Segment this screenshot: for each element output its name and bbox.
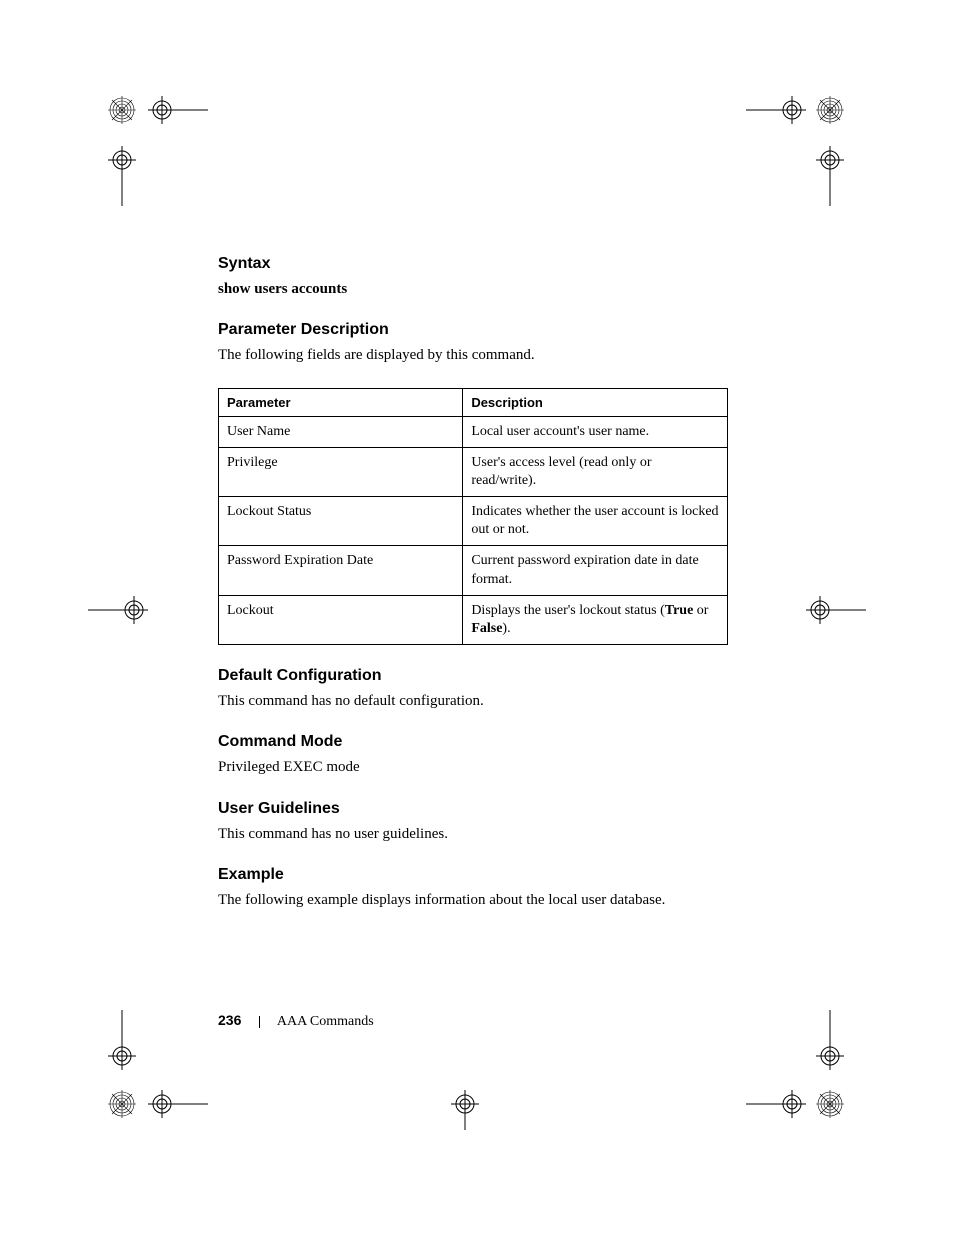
regmark-top-right-cross2 [816,146,844,206]
default-configuration-heading: Default Configuration [218,667,728,685]
parameter-description-body: The following fields are displayed by th… [218,345,728,365]
regmark-bot-left-cross [148,1090,208,1118]
regmark-bot-right-rosette [816,1090,844,1118]
regmark-mid-right-cross [806,596,866,624]
regmark-mid-left-cross [88,596,148,624]
page-footer: 236 AAA Commands [218,1012,374,1030]
table-header-parameter: Parameter [219,388,463,416]
table-row: Lockout StatusIndicates whether the user… [219,497,728,546]
table-header-description: Description [463,388,728,416]
syntax-body: show users accounts [218,279,728,299]
footer-separator [259,1016,260,1028]
table-cell-description: Current password expiration date in date… [463,546,728,595]
example-heading: Example [218,866,728,884]
user-guidelines-heading: User Guidelines [218,800,728,818]
table-cell-description: Displays the user's lockout status (True… [463,595,728,644]
page-number: 236 [218,1012,241,1028]
regmark-top-left-rosette [108,96,136,124]
table-body: User NameLocal user account's user name.… [219,416,728,645]
table-row: User NameLocal user account's user name. [219,416,728,447]
table-cell-parameter: Password Expiration Date [219,546,463,595]
table-header-row: Parameter Description [219,388,728,416]
regmark-bot-center-cross [451,1090,479,1130]
table-cell-description: Indicates whether the user account is lo… [463,497,728,546]
table-cell-parameter: Lockout Status [219,497,463,546]
regmark-bot-left-rosette [108,1090,136,1118]
table-cell-parameter: User Name [219,416,463,447]
table-cell-parameter: Privilege [219,447,463,496]
footer-section-title: AAA Commands [277,1014,374,1029]
regmark-bot-right-cross2 [816,1010,844,1070]
table-row: PrivilegeUser's access level (read only … [219,447,728,496]
table-row: Password Expiration DateCurrent password… [219,546,728,595]
page-content: Syntax show users accounts Parameter Des… [218,255,728,932]
parameter-table: Parameter Description User NameLocal use… [218,388,728,646]
regmark-top-left-cross2 [108,146,136,206]
regmark-bot-left-cross2 [108,1010,136,1070]
user-guidelines-body: This command has no user guidelines. [218,824,728,844]
command-mode-body: Privileged EXEC mode [218,757,728,777]
table-cell-description: User's access level (read only or read/w… [463,447,728,496]
table-cell-description: Local user account's user name. [463,416,728,447]
regmark-top-left-cross [148,96,208,124]
syntax-heading: Syntax [218,255,728,273]
parameter-description-heading: Parameter Description [218,321,728,339]
table-cell-parameter: Lockout [219,595,463,644]
regmark-top-right-cross [746,96,806,124]
regmark-top-right-rosette [816,96,844,124]
default-configuration-body: This command has no default configuratio… [218,691,728,711]
regmark-bot-right-cross [746,1090,806,1118]
example-body: The following example displays informati… [218,890,728,910]
command-mode-heading: Command Mode [218,733,728,751]
table-row: LockoutDisplays the user's lockout statu… [219,595,728,644]
